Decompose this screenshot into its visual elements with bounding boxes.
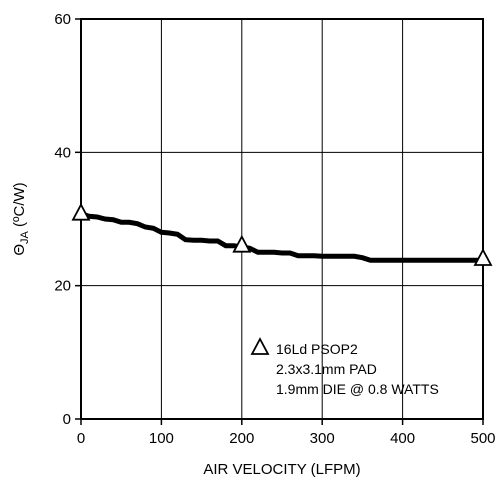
plot-area-frame xyxy=(80,18,484,420)
thermal-resistance-line xyxy=(80,211,483,263)
y-axis-label: ΘJA (ºC/W) xyxy=(11,182,31,255)
y-axis-label-sub: JA xyxy=(19,230,31,244)
x-tick-label: 400 xyxy=(390,430,415,447)
x-tick-label: 100 xyxy=(149,430,174,447)
y-tick-label: 40 xyxy=(54,144,71,161)
y-axis-tick-labels: 0 20 40 60 xyxy=(54,11,81,428)
x-tick-label: 500 xyxy=(470,430,495,447)
x-tick-label: 200 xyxy=(229,430,254,447)
triangle-marker xyxy=(232,234,252,253)
triangle-marker xyxy=(71,202,91,221)
legend-line-2: 2.3x3.1mm PAD xyxy=(276,361,377,377)
x-axis-tick-labels: 0 100 200 300 400 500 xyxy=(77,419,496,447)
x-axis-label: AIR VELOCITY (LFPM) xyxy=(203,461,360,478)
triangle-marker xyxy=(473,248,493,266)
data-markers xyxy=(71,202,493,266)
y-axis-label-unit: (ºC/W) xyxy=(11,182,28,231)
x-tick-label: 0 xyxy=(77,430,85,447)
y-tick-label: 60 xyxy=(54,11,71,28)
y-tick-label: 20 xyxy=(54,278,71,295)
legend: 16Ld PSOP2 2.3x3.1mm PAD 1.9mm DIE @ 0.8… xyxy=(250,337,439,397)
y-tick-label: 0 xyxy=(63,411,71,428)
legend-triangle-icon xyxy=(250,337,270,355)
grid-lines xyxy=(81,19,483,419)
y-axis-label-main: Θ xyxy=(11,244,28,256)
x-tick-label: 300 xyxy=(310,430,335,447)
legend-line-3: 1.9mm DIE @ 0.8 WATTS xyxy=(276,381,439,397)
legend-line-1: 16Ld PSOP2 xyxy=(276,341,358,357)
